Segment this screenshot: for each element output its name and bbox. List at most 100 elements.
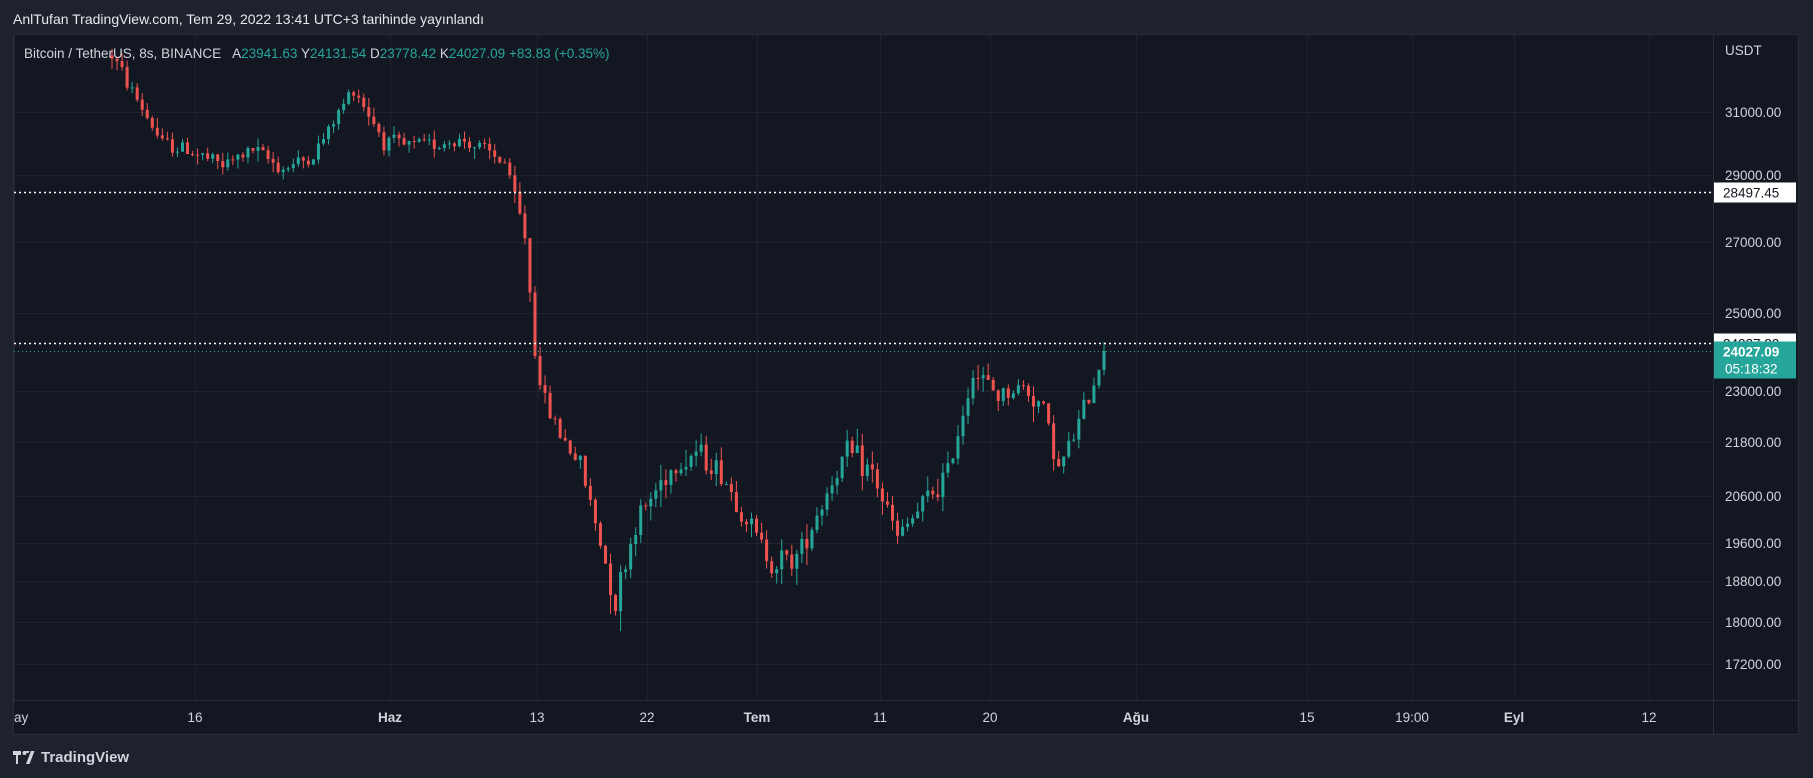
chart-frame[interactable]: [13, 34, 1799, 735]
candle: [724, 481, 728, 485]
candle-body: [175, 151, 179, 153]
candle: [332, 120, 336, 134]
candle-body: [830, 485, 834, 494]
candle: [120, 53, 124, 71]
candle: [115, 56, 119, 71]
candle: [321, 133, 325, 146]
candle-body: [901, 526, 905, 536]
candle-body: [296, 157, 300, 165]
candle: [770, 556, 774, 578]
candle: [437, 146, 441, 150]
candle: [478, 140, 482, 150]
candle-body: [382, 132, 386, 151]
candle-body: [352, 92, 356, 96]
candle: [442, 140, 446, 152]
candle: [231, 155, 235, 166]
x-tick-label: 22: [639, 710, 654, 725]
candle: [316, 135, 320, 164]
candle: [971, 370, 975, 405]
candle: [135, 83, 139, 102]
candle-body: [755, 518, 759, 533]
candle-body: [432, 139, 436, 149]
candle: [241, 152, 245, 162]
currency-label: USDT: [1725, 43, 1762, 58]
candle: [750, 512, 754, 537]
candle: [387, 135, 391, 157]
candle-body: [457, 138, 461, 147]
close-label: K: [439, 46, 449, 61]
x-tick-label: 11: [873, 710, 887, 725]
candle: [689, 453, 693, 471]
candle: [1077, 410, 1081, 449]
candle-body: [679, 469, 683, 474]
candle: [468, 137, 472, 152]
open-label: A: [232, 46, 242, 61]
horizontal-lines: [14, 191, 1713, 352]
candle-body: [110, 55, 114, 59]
candle-body: [226, 159, 230, 168]
candle-body: [1057, 458, 1061, 467]
candle: [1057, 451, 1061, 468]
y-tick-label: 18800.00: [1725, 574, 1781, 589]
candle-body: [291, 164, 295, 169]
candle: [498, 156, 502, 164]
candle-body: [1077, 418, 1081, 440]
candle-body: [130, 87, 134, 89]
candle-body: [689, 455, 693, 467]
candle-body: [986, 375, 990, 380]
candle: [755, 515, 759, 537]
candle-body: [835, 478, 839, 486]
candle-body: [1062, 456, 1066, 467]
candle: [473, 146, 477, 160]
candle: [986, 363, 990, 381]
candle: [694, 440, 698, 467]
candle-body: [855, 445, 859, 454]
candle-body: [593, 499, 597, 524]
candle-body: [201, 153, 205, 155]
candle-body: [452, 143, 456, 147]
candle-body: [427, 139, 431, 141]
change-value: +83.83 (+0.35%): [508, 46, 610, 61]
candle: [412, 135, 416, 149]
symbol-name[interactable]: Bitcoin / TetherUS, 8s, BINANCE: [24, 46, 222, 61]
candle-body: [357, 95, 361, 98]
candle-body: [669, 470, 673, 486]
candle: [654, 483, 658, 508]
candle: [251, 147, 255, 154]
candle: [946, 451, 950, 478]
candle-body: [785, 550, 789, 555]
candle: [991, 376, 995, 391]
candle-body: [417, 139, 421, 142]
candle-body: [583, 455, 587, 486]
candle-body: [473, 147, 477, 149]
candle: [301, 156, 305, 169]
candle-body: [281, 169, 285, 173]
candle-body: [875, 469, 879, 489]
candle-body: [588, 485, 592, 500]
candle: [855, 428, 859, 454]
candle: [266, 145, 270, 164]
candle: [221, 152, 225, 175]
candle-body: [714, 460, 718, 474]
candle-body: [709, 470, 713, 474]
candle-body: [437, 148, 441, 150]
candle-body: [820, 509, 824, 516]
candle-body: [1092, 385, 1096, 404]
tradingview-brand[interactable]: TradingView: [13, 745, 129, 769]
candle: [981, 367, 985, 392]
candle-body: [654, 490, 658, 499]
candle-body: [488, 143, 492, 151]
candle-body: [377, 124, 381, 133]
candle: [619, 565, 623, 632]
candle-body: [1016, 385, 1020, 394]
candle-body: [236, 154, 240, 160]
candle: [276, 156, 280, 175]
candle: [800, 531, 804, 563]
candle: [211, 152, 215, 164]
candle-body: [150, 118, 154, 128]
candle-body: [221, 161, 225, 168]
candle-body: [931, 490, 935, 495]
candle-body: [1006, 388, 1010, 398]
